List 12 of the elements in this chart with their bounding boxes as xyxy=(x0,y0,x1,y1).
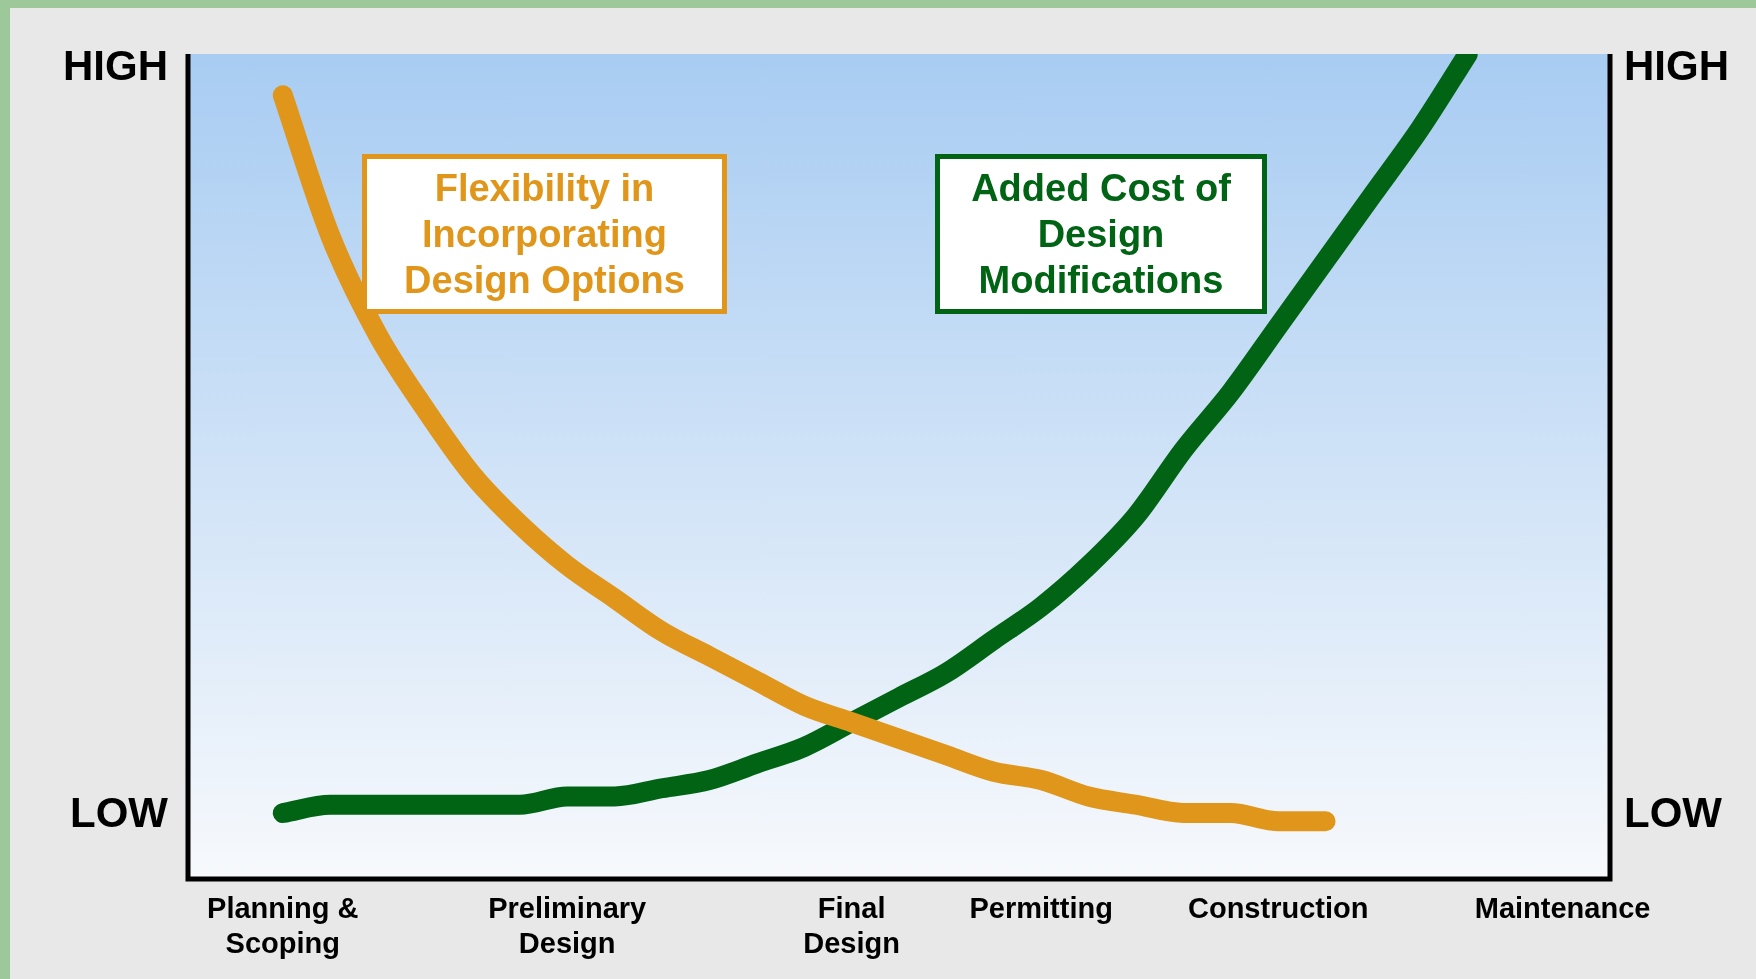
series-label: Flexibility in Incorporating Design Options xyxy=(362,154,727,314)
x-tick-label: Planning & Scoping xyxy=(207,892,359,960)
x-tick-label: Final Design xyxy=(803,892,900,960)
text: HIGH xyxy=(1624,41,1729,89)
x-tick-label: Construction xyxy=(1187,892,1369,925)
text: LOW xyxy=(1624,788,1723,836)
text: LOW xyxy=(70,788,169,836)
x-tick-label: Maintenance xyxy=(1474,892,1651,925)
x-tick-label: Permitting xyxy=(969,892,1113,925)
x-tick-label: Preliminary Design xyxy=(488,892,647,960)
text: HIGH xyxy=(63,41,168,89)
series-label: Added Cost of Design Modifications xyxy=(935,154,1267,314)
